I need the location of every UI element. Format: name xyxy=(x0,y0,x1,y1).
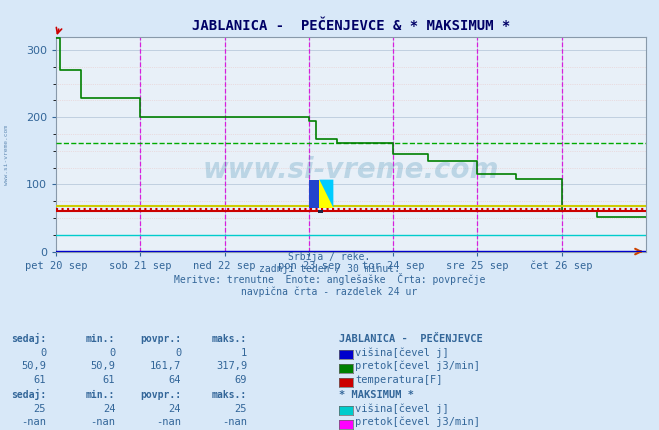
Text: 0: 0 xyxy=(109,347,115,358)
Text: -nan: -nan xyxy=(222,417,247,427)
Text: 1: 1 xyxy=(241,347,247,358)
Text: višina[čevel j]: višina[čevel j] xyxy=(355,347,449,358)
Text: -nan: -nan xyxy=(21,417,46,427)
Text: Meritve: trenutne  Enote: anglešaške  Črta: povprečje: Meritve: trenutne Enote: anglešaške Črta… xyxy=(174,273,485,286)
Text: www.si-vreme.com: www.si-vreme.com xyxy=(4,125,9,185)
Text: temperatura[F]: temperatura[F] xyxy=(355,375,443,385)
Bar xyxy=(309,180,320,208)
Text: 0: 0 xyxy=(40,347,46,358)
Text: 64: 64 xyxy=(169,375,181,385)
Text: * MAKSIMUM *: * MAKSIMUM * xyxy=(339,390,415,400)
Text: min.:: min.: xyxy=(86,390,115,400)
Text: povpr.:: povpr.: xyxy=(140,334,181,344)
Text: -nan: -nan xyxy=(90,417,115,427)
Polygon shape xyxy=(320,180,333,208)
Text: 50,9: 50,9 xyxy=(90,361,115,372)
Text: 25: 25 xyxy=(34,403,46,414)
Text: 61: 61 xyxy=(34,375,46,385)
Text: navpična črta - razdelek 24 ur: navpična črta - razdelek 24 ur xyxy=(241,286,418,297)
Text: zadnji teden / 30 minut.: zadnji teden / 30 minut. xyxy=(259,264,400,274)
Text: 61: 61 xyxy=(103,375,115,385)
Text: 69: 69 xyxy=(235,375,247,385)
Text: 25: 25 xyxy=(235,403,247,414)
Text: www.si-vreme.com: www.si-vreme.com xyxy=(203,156,499,184)
Bar xyxy=(318,210,323,212)
Text: 24: 24 xyxy=(169,403,181,414)
Text: pretok[čevel j3/min]: pretok[čevel j3/min] xyxy=(355,361,480,372)
Text: 161,7: 161,7 xyxy=(150,361,181,372)
Text: sedaj:: sedaj: xyxy=(11,389,46,400)
Text: maks.:: maks.: xyxy=(212,334,247,344)
Text: Srbija / reke.: Srbija / reke. xyxy=(289,252,370,262)
Text: 50,9: 50,9 xyxy=(21,361,46,372)
Text: -nan: -nan xyxy=(156,417,181,427)
Text: 0: 0 xyxy=(175,347,181,358)
Text: 317,9: 317,9 xyxy=(216,361,247,372)
Text: JABLANICA -  PEČENJEVCE: JABLANICA - PEČENJEVCE xyxy=(339,334,483,344)
Text: pretok[čevel j3/min]: pretok[čevel j3/min] xyxy=(355,417,480,427)
Title: JABLANICA -  PEČENJEVCE & * MAKSIMUM *: JABLANICA - PEČENJEVCE & * MAKSIMUM * xyxy=(192,18,510,33)
Text: povpr.:: povpr.: xyxy=(140,390,181,400)
Bar xyxy=(320,180,333,208)
Text: min.:: min.: xyxy=(86,334,115,344)
Text: višina[čevel j]: višina[čevel j] xyxy=(355,403,449,414)
Text: sedaj:: sedaj: xyxy=(11,333,46,344)
Text: maks.:: maks.: xyxy=(212,390,247,400)
Text: 24: 24 xyxy=(103,403,115,414)
